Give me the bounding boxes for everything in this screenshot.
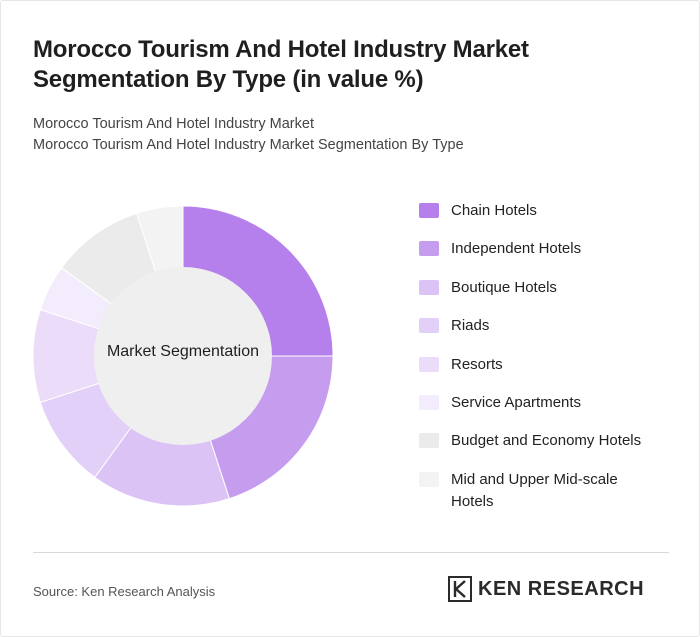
logo-text: KEN RESEARCH — [478, 577, 645, 600]
legend-swatch — [419, 241, 439, 256]
legend-label: Budget and Economy Hotels — [451, 432, 642, 449]
donut-center-label: Market Segmentation — [106, 343, 260, 360]
subtitle-line-1: Morocco Tourism And Hotel Industry Marke… — [33, 116, 314, 132]
legend-swatch — [419, 203, 439, 218]
legend-item: Mid and Upper Mid-scale Hotels — [419, 469, 661, 513]
ken-research-logo: KEN RESEARCH — [448, 576, 644, 602]
legend-label: Boutique Hotels — [451, 279, 557, 296]
legend-item: Service Apartments — [419, 392, 661, 414]
legend-swatch — [419, 318, 439, 333]
subtitle-line-2: Morocco Tourism And Hotel Industry Marke… — [33, 137, 464, 153]
legend-label: Mid and Upper Mid-scale Hotels — [451, 471, 618, 510]
donut-chart — [32, 205, 334, 507]
legend-label: Independent Hotels — [451, 240, 582, 257]
legend-label: Chain Hotels — [451, 202, 537, 219]
legend-item: Riads — [419, 315, 661, 337]
legend-label: Service Apartments — [451, 394, 582, 411]
source-note: Source: Ken Research Analysis — [33, 584, 216, 599]
chart-title: Morocco Tourism And Hotel Industry Marke… — [33, 36, 529, 93]
legend-swatch — [419, 280, 439, 295]
legend-swatch — [419, 472, 439, 487]
legend-swatch — [419, 433, 439, 448]
legend-item: Resorts — [419, 354, 661, 376]
legend-label: Resorts — [451, 356, 503, 373]
legend-item: Chain Hotels — [419, 200, 661, 222]
ken-research-k-icon — [448, 576, 472, 602]
chart-subtitle: Morocco Tourism And Hotel Industry Marke… — [33, 114, 464, 156]
legend-item: Independent Hotels — [419, 238, 661, 260]
footer-divider — [33, 552, 669, 553]
legend-item: Boutique Hotels — [419, 277, 661, 299]
legend-swatch — [419, 395, 439, 410]
legend-swatch — [419, 357, 439, 372]
donut-center — [94, 267, 272, 445]
legend-item: Budget and Economy Hotels — [419, 430, 661, 452]
legend-label: Riads — [451, 317, 490, 334]
